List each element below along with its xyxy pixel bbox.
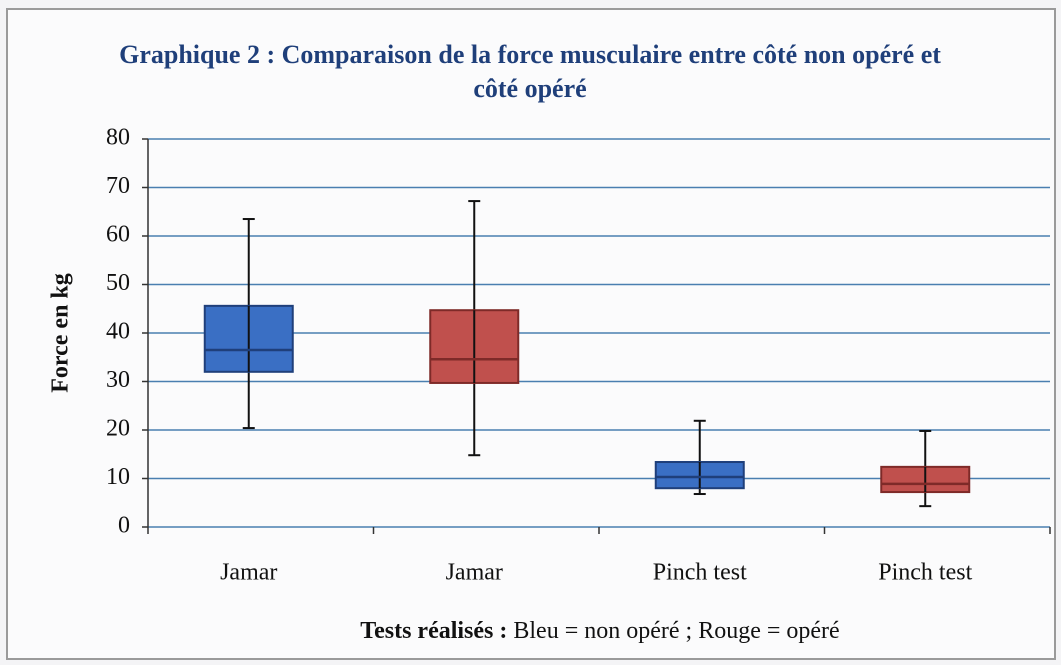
y-axis-label: Force en kg	[48, 273, 74, 393]
y-tick-label: 70	[106, 173, 130, 199]
y-tick-label: 50	[106, 270, 130, 296]
x-axis-label: Tests réalisés : Bleu = non opéré ; Roug…	[360, 618, 839, 644]
y-tick-label: 80	[106, 125, 130, 151]
chart-frame	[6, 8, 1056, 660]
x-axis-label-bold: Tests réalisés :	[360, 618, 507, 644]
chart-title: Graphique 2 : Comparaison de la force mu…	[119, 40, 941, 103]
x-tick-label: Pinch test	[653, 560, 747, 586]
x-tick-label: Pinch test	[878, 560, 972, 586]
y-tick-label: 20	[106, 416, 130, 442]
y-tick-label: 30	[106, 367, 130, 393]
y-tick-label: 40	[106, 319, 130, 345]
y-tick-label: 0	[118, 513, 130, 539]
x-tick-label: Jamar	[220, 560, 277, 586]
y-tick-label: 10	[106, 464, 130, 490]
x-axis-label-rest: Bleu = non opéré ; Rouge = opéré	[513, 618, 839, 644]
x-tick-label: Jamar	[446, 560, 503, 586]
y-tick-label: 60	[106, 222, 130, 248]
